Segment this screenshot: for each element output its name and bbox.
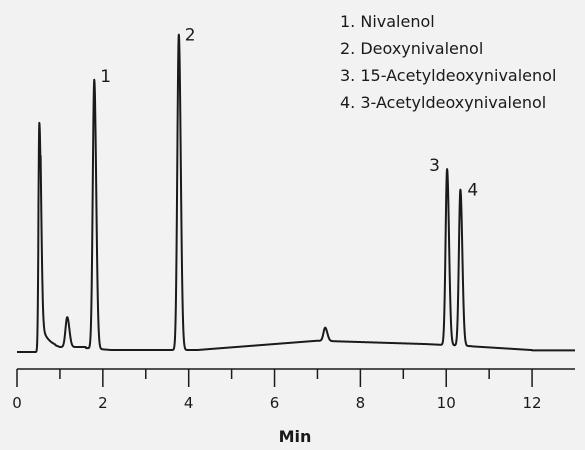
x-axis-title: Min [279, 427, 312, 446]
peak-labels: 1 2 3 4 [100, 26, 478, 201]
legend: 1. Nivalenol 2. Deoxynivalenol 3. 15-Ace… [340, 12, 556, 112]
x-tick-label-0: 0 [12, 394, 22, 412]
x-axis-ticks [16, 369, 533, 387]
x-tick-label-6: 6 [270, 394, 280, 412]
x-axis-tick-labels: 0 2 4 6 8 10 12 [12, 394, 541, 412]
x-tick-label-8: 8 [356, 394, 366, 412]
x-tick-label-12: 12 [523, 394, 542, 412]
legend-entry-deoxynivalenol: 2. Deoxynivalenol [340, 39, 483, 58]
peak-label-2: 2 [185, 26, 196, 46]
x-tick-label-10: 10 [437, 394, 456, 412]
x-axis: 0 2 4 6 8 10 12 Min [12, 368, 575, 446]
peak-label-3: 3 [429, 156, 440, 176]
chromatogram-trace [16, 33, 576, 353]
x-tick-label-4: 4 [184, 394, 194, 412]
peak-label-4: 4 [467, 181, 478, 201]
legend-entry-15-acetyldeoxynivalenol: 3. 15-Acetyldeoxynivalenol [340, 66, 556, 85]
legend-entry-nivalenol: 1. Nivalenol [340, 12, 435, 31]
peak-label-1: 1 [100, 67, 111, 87]
x-tick-label-2: 2 [98, 394, 108, 412]
legend-entry-3-acetyldeoxynivalenol: 4. 3-Acetyldeoxynivalenol [340, 93, 546, 112]
